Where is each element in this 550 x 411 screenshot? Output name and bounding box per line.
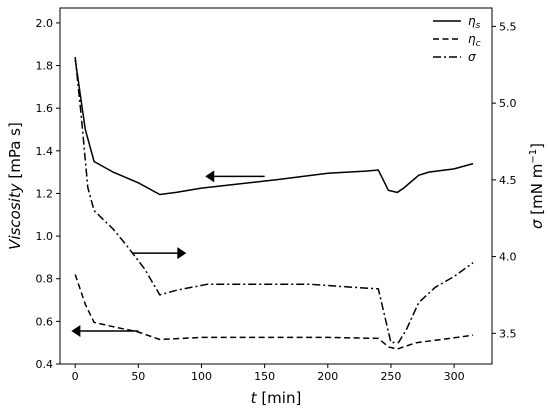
legend-label-subscript: s xyxy=(476,21,481,31)
legend-label-subscript: c xyxy=(476,39,481,49)
series-line-ηc xyxy=(74,274,474,350)
y-right-tick-label: 5.0 xyxy=(499,97,517,110)
legend-label: σ xyxy=(468,50,476,64)
axis-arrow-head xyxy=(177,247,187,260)
axis-arrow-head xyxy=(205,170,215,183)
y-left-tick-label: 0.6 xyxy=(36,315,54,328)
plot-frame xyxy=(59,7,493,365)
y-right-tick-label: 3.5 xyxy=(499,327,517,340)
x-axis-title: t [min] xyxy=(251,389,302,407)
y-left-tick-label: 1.8 xyxy=(36,60,54,73)
y-left-tick-label: 1.4 xyxy=(36,145,54,158)
plot-marks xyxy=(71,57,474,350)
legend-label-main: η xyxy=(468,14,476,28)
y-right-tick-label: 5.5 xyxy=(499,20,517,33)
y-axis-right-unit-end: ] xyxy=(528,143,546,149)
x-tick-label: 200 xyxy=(317,370,338,383)
x-tick-label: 100 xyxy=(191,370,212,383)
y-left-tick-label: 1.2 xyxy=(36,187,54,200)
x-tick-label: 300 xyxy=(444,370,465,383)
series-line-ηs xyxy=(74,59,474,196)
tick-marks: 0 50 100 150 200 250 300 0.4 0.6 0.8 1.0 1.2 1.4 1.6 1… xyxy=(36,17,517,383)
y-axis-left-variable: Viscosity xyxy=(6,182,24,250)
x-axis-variable: t xyxy=(251,389,258,407)
y-axis-right-title: σ [mN m−1] xyxy=(528,143,546,229)
y-axis-right-unit-exponent: −1 xyxy=(528,149,539,164)
y-left-tick-label: 2.0 xyxy=(36,17,54,30)
x-tick-label: 250 xyxy=(380,370,401,383)
legend-label-main: σ xyxy=(468,50,476,64)
x-tick-label: 50 xyxy=(131,370,145,383)
y-right-tick-label: 4.5 xyxy=(499,174,517,187)
legend-label: ηs xyxy=(468,14,481,31)
y-axis-right-variable: σ xyxy=(528,219,546,229)
series-line-σ xyxy=(74,57,474,344)
y-axis-left-unit: [mPa s] xyxy=(6,122,24,183)
y-left-tick-label: 0.4 xyxy=(36,358,54,371)
legend-label-main: η xyxy=(468,32,476,46)
y-left-tick-label: 1.6 xyxy=(36,102,54,115)
y-right-tick-label: 4.0 xyxy=(499,251,517,264)
y-axis-left-title: Viscosity [mPa s] xyxy=(6,122,24,250)
y-left-tick-label: 0.8 xyxy=(36,273,54,286)
x-tick-label: 150 xyxy=(254,370,275,383)
y-left-tick-label: 1.0 xyxy=(36,230,54,243)
x-tick-label: 0 xyxy=(72,370,79,383)
y-axis-right-unit: [mN m xyxy=(528,164,546,220)
x-axis-unit: [min] xyxy=(257,389,302,407)
legend-label: ηc xyxy=(468,32,481,49)
axis-arrow-head xyxy=(71,324,81,337)
